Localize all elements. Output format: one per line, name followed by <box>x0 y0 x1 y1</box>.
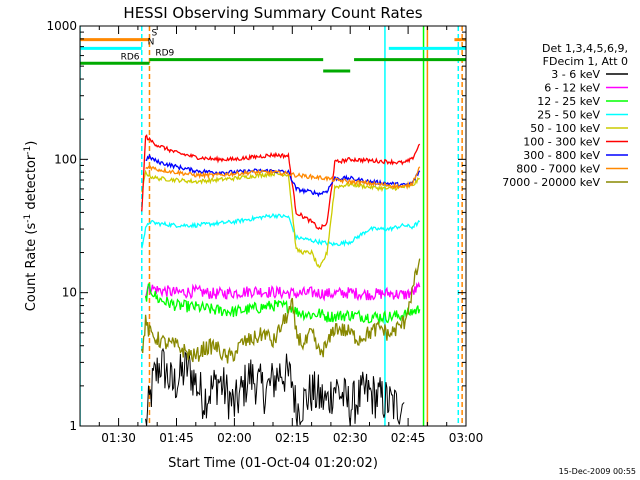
legend-label-7: 800 - 7000 keV <box>516 163 600 176</box>
series-line-5 <box>141 134 421 230</box>
y-axis-label-exp1: -1 <box>23 214 33 223</box>
legend: Det 1,3,4,5,6,9,FDecim 1, Att 03 - 6 keV… <box>502 42 628 189</box>
series-line-3 <box>141 212 421 249</box>
y-tick-label-3: 1000 <box>46 19 77 33</box>
legend-label-6: 300 - 800 keV <box>523 149 600 162</box>
legend-label-5: 100 - 300 keV <box>523 136 600 149</box>
legend-label-3: 25 - 50 keV <box>537 109 600 122</box>
legend-label-4: 50 - 100 keV <box>530 122 600 135</box>
y-axis-label-suffix: ) <box>24 141 39 146</box>
x-tick-label-1: 01:45 <box>159 431 194 445</box>
series-line-7 <box>145 165 421 190</box>
legend-header-1: FDecim 1, Att 0 <box>543 55 628 68</box>
series-line-1 <box>144 281 421 302</box>
y-tick-label-1: 10 <box>62 286 77 300</box>
series-line-8 <box>141 258 421 364</box>
legend-label-2: 12 - 25 keV <box>537 95 600 108</box>
x-tick-label-3: 02:15 <box>275 431 310 445</box>
chart-title: HESSI Observing Summary Count Rates <box>123 4 422 22</box>
legend-label-0: 3 - 6 keV <box>551 68 600 81</box>
x-tick-label-0: 01:30 <box>101 431 136 445</box>
axes: 01:30 01:45 02:00 02:15 02:30 02:45 03:00 1 10 10… <box>46 19 483 445</box>
y-tick-label-0: 1 <box>69 419 77 433</box>
series-line-2 <box>144 283 421 325</box>
x-tick-label-4: 02:30 <box>333 431 368 445</box>
legend-label-8: 7000 - 20000 keV <box>502 176 600 189</box>
x-tick-label-6: 03:00 <box>449 431 484 445</box>
legend-label-1: 6 - 12 keV <box>544 82 600 95</box>
flag-label-n: N <box>148 37 155 47</box>
flag-label-rd6: RD6 <box>121 52 140 62</box>
x-axis-label: Start Time (01-Oct-04 01:20:02) <box>168 456 378 471</box>
legend-header-0: Det 1,3,4,5,6,9, <box>542 42 628 55</box>
date-stamp: 15-Dec-2009 00:55 <box>559 467 636 476</box>
y-axis-label-mid: detector <box>24 154 39 214</box>
y-axis-label: Count Rate (s-1 detector-1) <box>23 141 39 312</box>
flag-label-rd9: RD9 <box>155 49 174 59</box>
flag-label-s: S <box>151 29 157 39</box>
x-tick-label-5: 02:45 <box>391 431 426 445</box>
x-tick-label-2: 02:00 <box>217 431 252 445</box>
y-tick-label-2: 100 <box>54 152 77 166</box>
y-axis-label-exp2: -1 <box>23 146 33 155</box>
y-axis-label-prefix: Count Rate (s <box>24 223 39 312</box>
